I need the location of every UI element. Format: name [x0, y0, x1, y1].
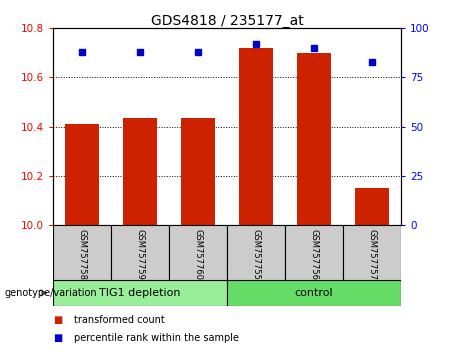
Text: GSM757759: GSM757759 — [136, 229, 145, 280]
Bar — [297, 53, 331, 225]
Text: GSM757756: GSM757756 — [309, 229, 319, 280]
Text: percentile rank within the sample: percentile rank within the sample — [74, 333, 239, 343]
Bar — [239, 48, 273, 225]
Bar — [111, 225, 169, 280]
Text: ■: ■ — [53, 333, 62, 343]
Bar — [181, 118, 215, 225]
Text: GSM757758: GSM757758 — [77, 229, 87, 280]
Bar — [285, 225, 343, 280]
Bar — [65, 124, 100, 225]
Text: GSM757755: GSM757755 — [252, 229, 260, 280]
Bar — [355, 188, 390, 225]
Bar — [169, 225, 227, 280]
Text: GSM757757: GSM757757 — [367, 229, 377, 280]
Bar — [343, 225, 401, 280]
Text: GDS4818 / 235177_at: GDS4818 / 235177_at — [151, 14, 303, 28]
Text: genotype/variation: genotype/variation — [5, 288, 97, 298]
Bar — [227, 280, 401, 306]
Bar — [53, 225, 111, 280]
Text: transformed count: transformed count — [74, 315, 165, 325]
Bar — [227, 225, 285, 280]
Bar — [123, 118, 157, 225]
Text: TIG1 depletion: TIG1 depletion — [99, 288, 181, 298]
Text: ■: ■ — [53, 315, 62, 325]
Bar — [53, 280, 227, 306]
Text: GSM757760: GSM757760 — [194, 229, 202, 280]
Text: control: control — [295, 288, 333, 298]
